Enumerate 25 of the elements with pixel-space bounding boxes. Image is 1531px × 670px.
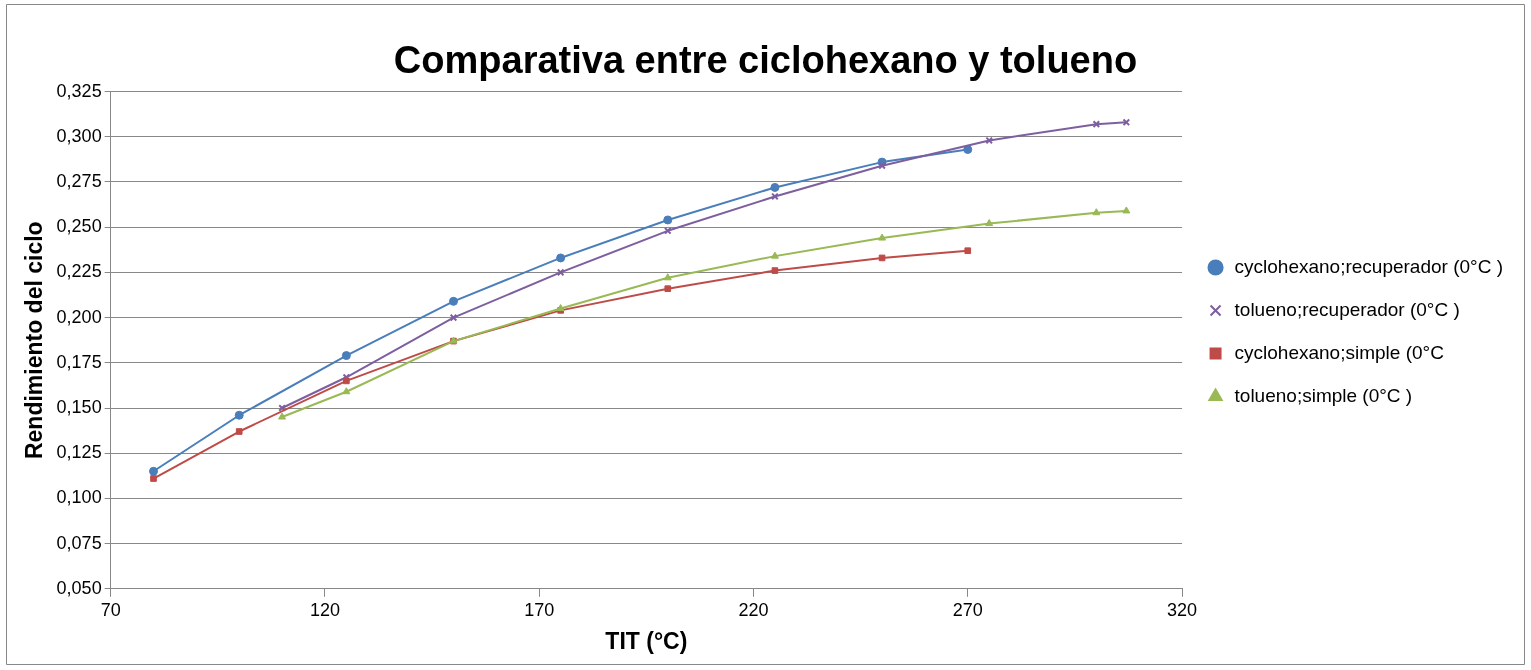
- y-tick-label: 0,275: [56, 170, 102, 191]
- y-axis-title: Rendimiento del ciclo: [21, 221, 48, 460]
- legend-label: tolueno;simple (0°C ): [1234, 384, 1413, 406]
- y-tick-label: 0,250: [56, 216, 102, 237]
- y-tick-label: 0,200: [56, 306, 102, 327]
- x-tick-label: 320: [1167, 599, 1198, 620]
- chart-title: Comparativa entre ciclohexano y tolueno: [393, 39, 1138, 82]
- y-tick-label: 0,150: [56, 396, 102, 417]
- legend-label: tolueno;recuperador (0°C ): [1234, 298, 1460, 320]
- x-tick-label: 220: [738, 599, 769, 620]
- x-tick-label: 270: [952, 599, 983, 620]
- y-tick-label: 0,325: [56, 80, 102, 101]
- y-tick-label: 0,225: [56, 261, 102, 282]
- y-tick-label: 0,300: [56, 125, 102, 146]
- y-tick-label: 0,050: [56, 577, 102, 598]
- x-tick-label: 70: [100, 599, 121, 620]
- y-tick-label: 0,100: [56, 487, 102, 508]
- x-tick-label: 170: [524, 599, 555, 620]
- x-tick-label: 120: [309, 599, 340, 620]
- legend-label: cyclohexano;simple (0°C: [1234, 341, 1444, 363]
- x-axis-title: TIT (°C): [605, 627, 688, 654]
- y-tick-label: 0,125: [56, 442, 102, 463]
- legend-label: cyclohexano;recuperador (0°C ): [1234, 255, 1503, 277]
- y-tick-label: 0,075: [56, 532, 102, 553]
- y-tick-label: 0,175: [56, 351, 102, 372]
